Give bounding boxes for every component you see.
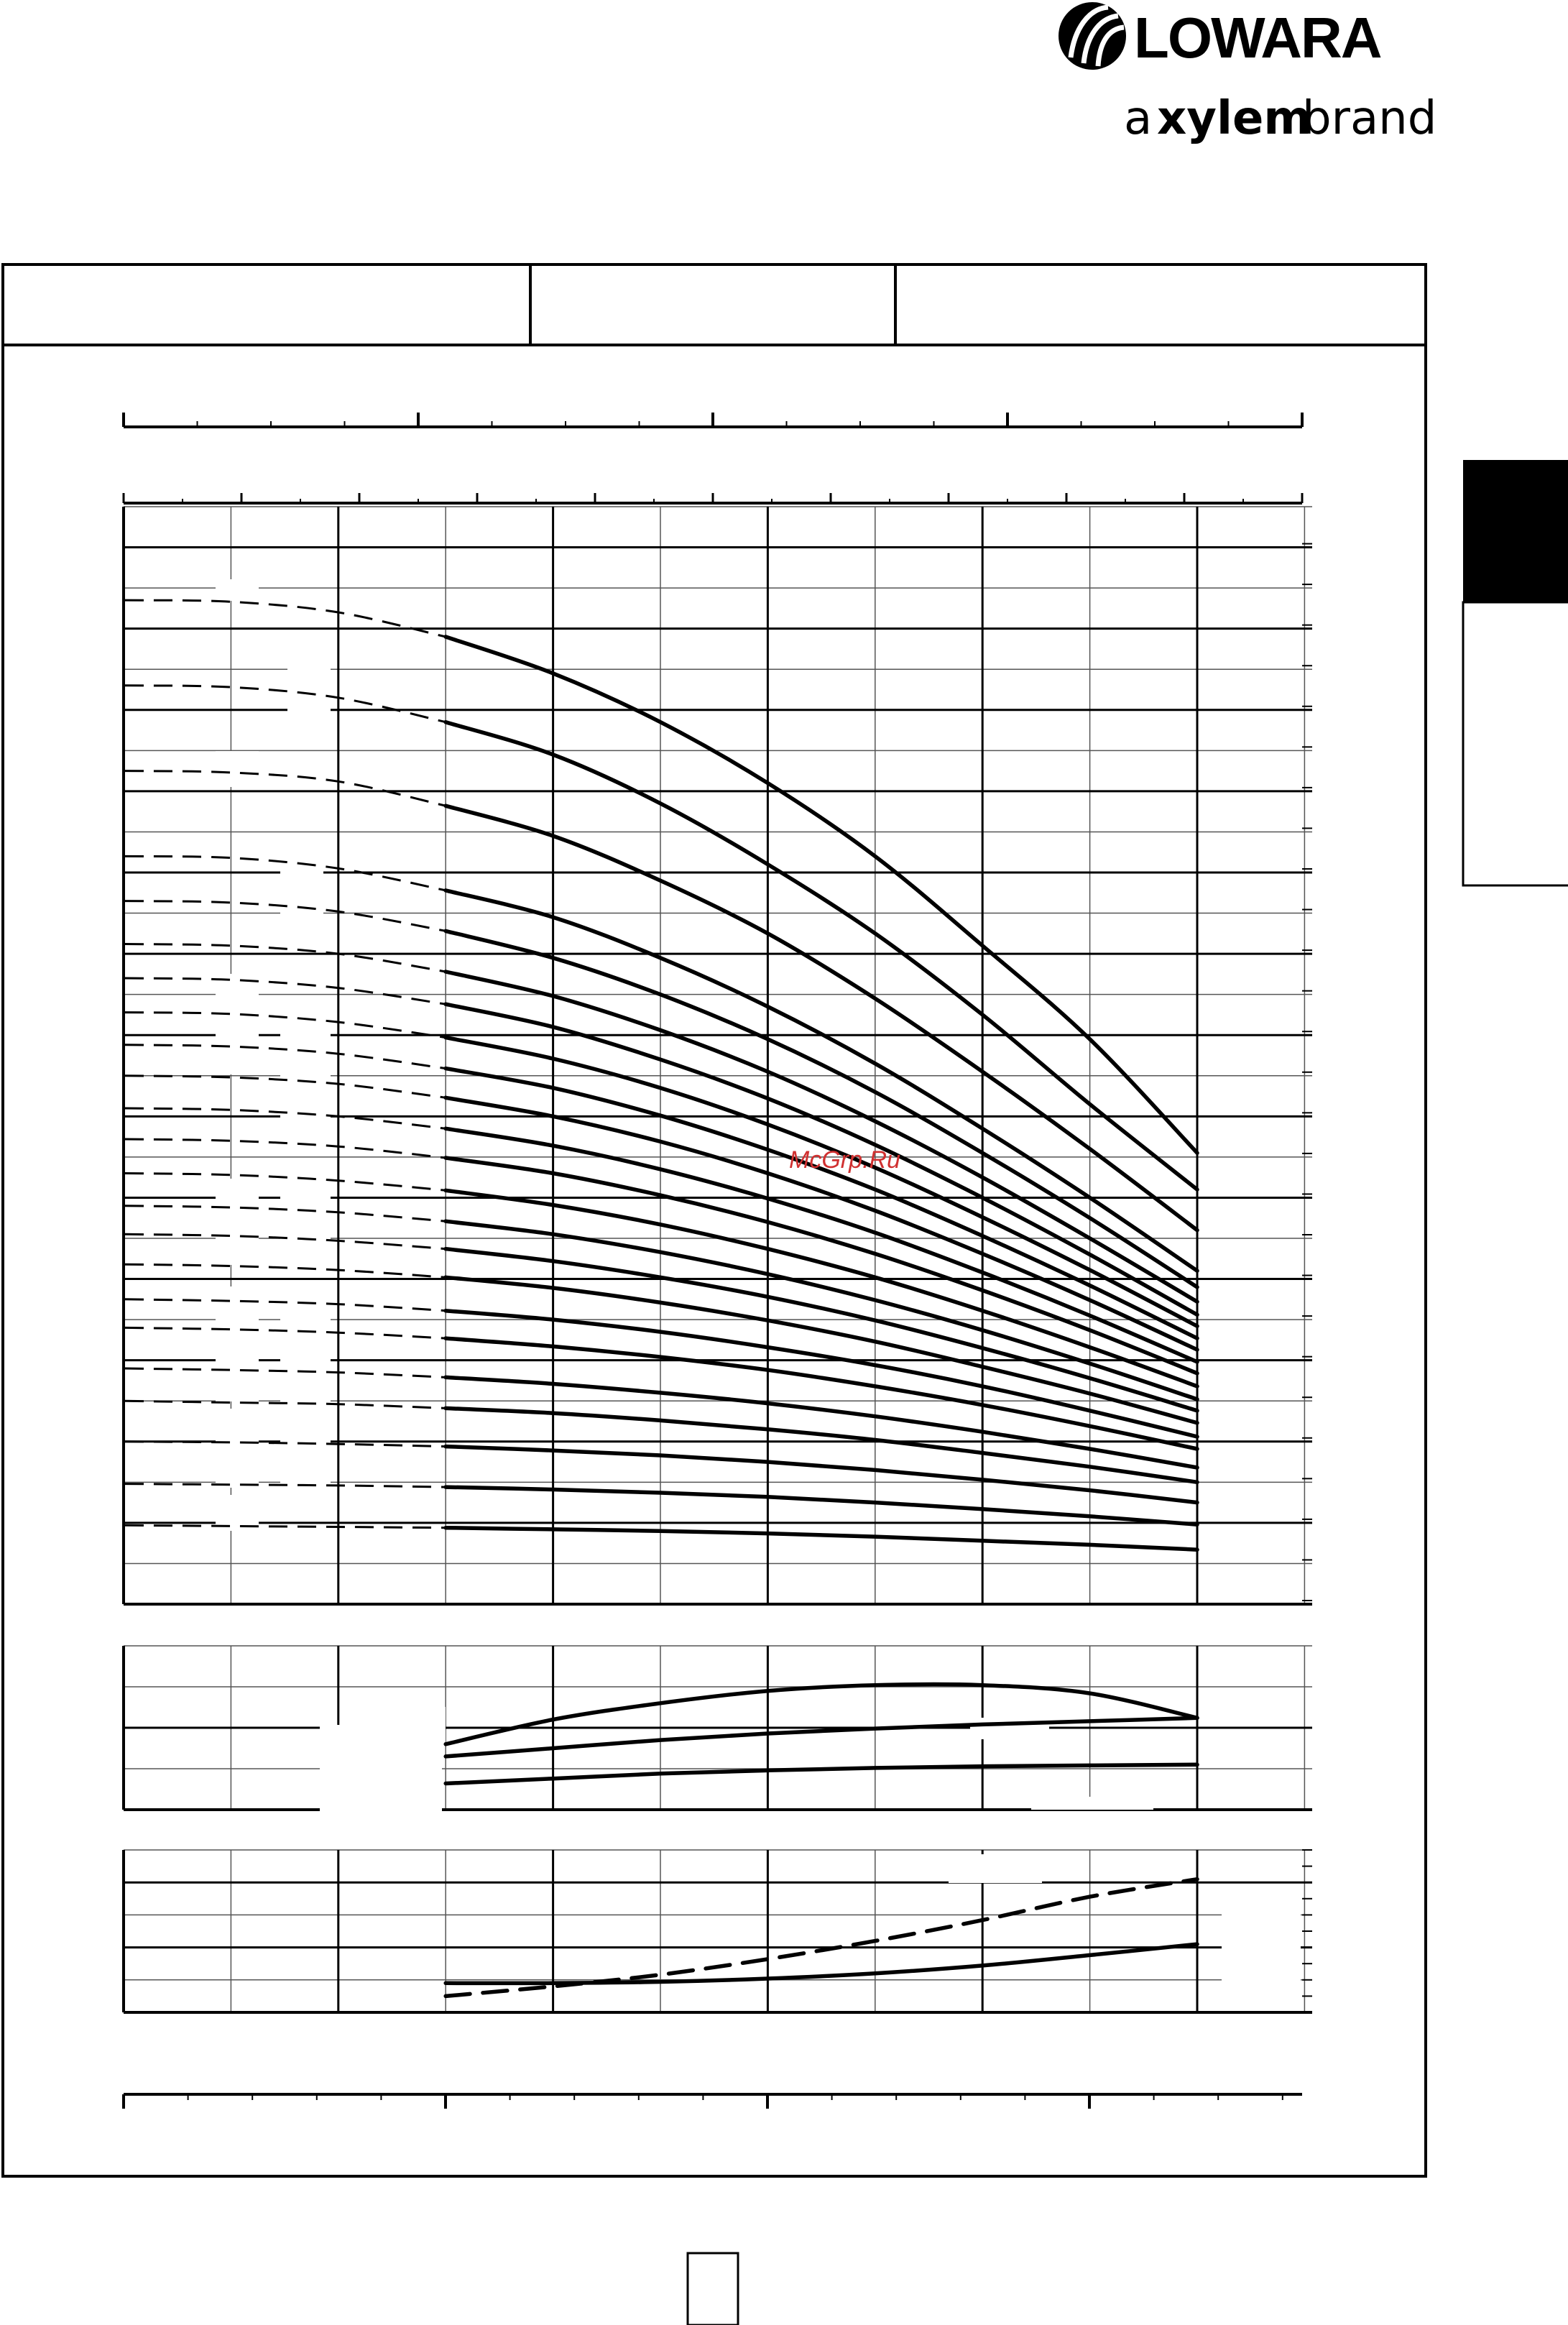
head-curve-dashed-17 <box>124 1298 446 1312</box>
label-gap <box>1222 1912 1301 2005</box>
npsh-power-curves <box>443 1877 1199 1999</box>
chart-frame <box>1 263 1427 2178</box>
head-curve-solid-10 <box>443 1095 1199 1352</box>
head-curve-solid-21 <box>443 1444 1199 1505</box>
label-gap <box>280 1297 331 1384</box>
head-curve-solid-8 <box>443 1035 1199 1328</box>
head-curve-dashed-12 <box>124 1138 446 1159</box>
head-curve-solid-15 <box>443 1246 1199 1413</box>
head-curve-dashed-9 <box>124 1044 446 1070</box>
head-curve-dashed-1 <box>124 599 446 638</box>
tagline-a: a <box>1124 92 1152 145</box>
label-gap <box>287 661 331 712</box>
efficiency-curve-2 <box>443 1716 1199 1759</box>
label-gap <box>216 974 259 1074</box>
head-curve-dashed-13 <box>124 1172 446 1192</box>
label-gap <box>216 579 259 601</box>
head-curve-solid-3 <box>443 804 1199 1233</box>
head-curve-solid-1 <box>443 635 1199 1155</box>
efficiency-curves <box>443 1682 1199 1786</box>
head-curve-solid-18 <box>443 1336 1199 1451</box>
npsh-curve-dashed <box>443 1877 1199 1999</box>
head-curve-dashed-16 <box>124 1263 446 1279</box>
top-axis-ruler-1 <box>122 413 1304 428</box>
label-gap <box>417 1707 446 1743</box>
head-curve-solid-22 <box>443 1485 1199 1527</box>
head-curve-dashed-23 <box>124 1524 446 1529</box>
head-curve-dashed-11 <box>124 1107 446 1130</box>
head-curve-solid-11 <box>443 1126 1199 1364</box>
head-curve-solid-4 <box>443 888 1199 1273</box>
brand-logo: LOWARA a xylem brand <box>1059 2 1436 145</box>
head-curve-dashed-14 <box>124 1205 446 1223</box>
efficiency-curve-1 <box>443 1682 1199 1746</box>
head-curve-solid-19 <box>443 1375 1199 1470</box>
head-curve-solid-9 <box>443 1066 1199 1340</box>
label-gap <box>216 751 259 787</box>
label-gap <box>216 1409 259 1488</box>
head-curve-dashed-10 <box>124 1074 446 1099</box>
head-curve-dashed-7 <box>124 977 446 1005</box>
tagline-brand: brand <box>1302 92 1436 145</box>
brand-name: LOWARA <box>1134 6 1381 70</box>
head-curve-solid-16 <box>443 1275 1199 1425</box>
npsh-panel-grid <box>122 1849 1312 2014</box>
top-axis-ruler-2 <box>122 493 1304 505</box>
head-curve-dashed-19 <box>124 1367 446 1378</box>
head-curve-dashed-2 <box>124 684 446 724</box>
head-curve-solid-14 <box>443 1219 1199 1401</box>
head-curve-dashed-18 <box>124 1326 446 1340</box>
label-gap <box>216 1179 259 1265</box>
frame-border <box>1 263 1427 2178</box>
label-gap <box>280 1193 331 1272</box>
label-gap <box>280 859 323 945</box>
head-curve-dashed-3 <box>124 770 446 807</box>
head-curve-solid-6 <box>443 970 1199 1304</box>
efficiency-panel-grid <box>122 1645 1312 1811</box>
label-gap <box>216 1495 259 1531</box>
bottom-axis-ruler <box>122 2093 1302 2109</box>
head-curve-dashed-5 <box>124 900 446 932</box>
head-curve-solid-12 <box>443 1156 1199 1376</box>
npsh-panel-right-ticks <box>1302 1849 1312 2013</box>
label-gap <box>216 1286 259 1401</box>
watermark: McGrp.Ru <box>789 1146 900 1174</box>
label-gaps <box>216 579 1301 2005</box>
head-curve-solid-2 <box>443 719 1199 1192</box>
label-gap <box>1031 1797 1153 1810</box>
head-curve-solid-17 <box>443 1308 1199 1439</box>
head-panel-right-ticks <box>1302 543 1312 1601</box>
tagline-xylem: xylem <box>1157 92 1311 145</box>
head-curve-solid-13 <box>443 1188 1199 1389</box>
label-gap <box>280 1003 331 1154</box>
efficiency-curve-3 <box>443 1762 1199 1786</box>
head-curve-dashed-6 <box>124 943 446 973</box>
section-tab-outline <box>1462 601 1568 887</box>
head-curve-dashed-20 <box>124 1399 446 1409</box>
page-number-box <box>686 2252 739 2325</box>
head-curve-dashed-8 <box>124 1011 446 1039</box>
head-curve-dashed-4 <box>124 855 446 892</box>
section-tab-fill <box>1463 460 1568 602</box>
lowara-swirl-icon <box>1059 2 1126 70</box>
head-curve-dashed-15 <box>124 1233 446 1251</box>
head-curve-solid-7 <box>443 1002 1199 1317</box>
label-gap <box>949 1854 1042 1883</box>
head-curve-dashed-21 <box>124 1440 446 1448</box>
npsh-curve-solid <box>443 1942 1199 1986</box>
head-curves <box>124 599 1199 1552</box>
label-gap <box>280 1394 331 1495</box>
section-tab <box>1462 460 1568 887</box>
head-curve-solid-5 <box>443 929 1199 1289</box>
head-curve-dashed-22 <box>124 1483 446 1488</box>
head-curve-solid-23 <box>443 1525 1199 1552</box>
head-curve-solid-20 <box>443 1406 1199 1485</box>
